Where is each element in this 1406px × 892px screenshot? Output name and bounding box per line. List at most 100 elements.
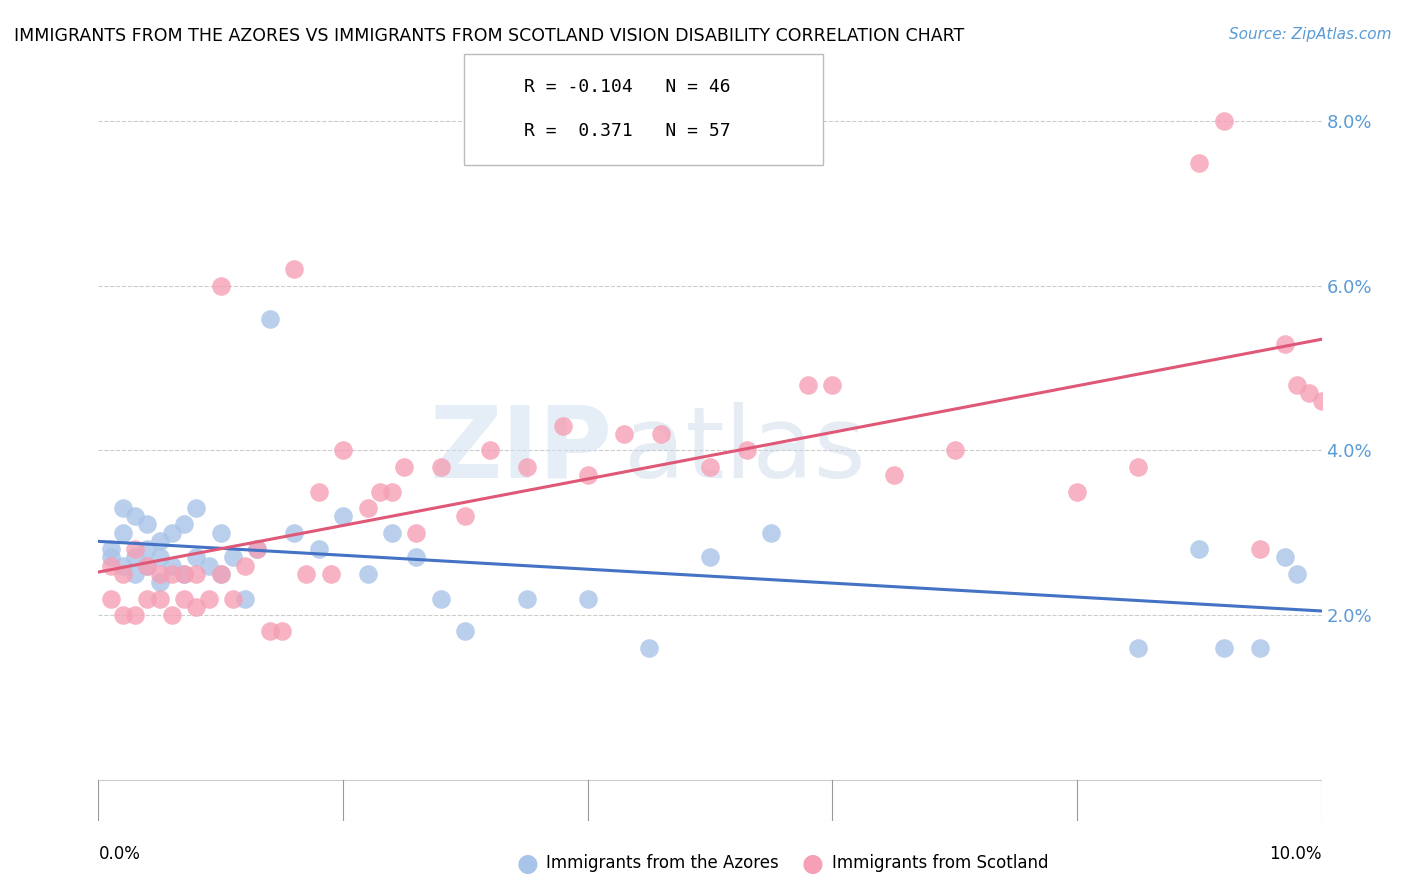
Point [160, 558, 183, 573]
Text: ZIP: ZIP [429, 402, 612, 499]
Point [381, 525, 404, 540]
Point [259, 311, 281, 326]
Point [111, 501, 134, 516]
Point [173, 591, 195, 606]
Point [1298, 385, 1320, 400]
Point [149, 533, 172, 548]
Text: 0.0%: 0.0% [98, 846, 141, 863]
Point [100, 558, 122, 573]
Point [356, 566, 378, 581]
Point [100, 542, 122, 557]
Point [246, 542, 269, 557]
Point [124, 542, 146, 557]
Point [735, 443, 758, 458]
Text: R = -0.104   N = 46: R = -0.104 N = 46 [524, 78, 731, 95]
Text: 10.0%: 10.0% [1270, 846, 1322, 863]
Point [209, 566, 232, 581]
Text: IMMIGRANTS FROM THE AZORES VS IMMIGRANTS FROM SCOTLAND VISION DISABILITY CORRELA: IMMIGRANTS FROM THE AZORES VS IMMIGRANTS… [14, 27, 965, 45]
Point [186, 566, 208, 581]
Text: Source: ZipAtlas.com: Source: ZipAtlas.com [1229, 27, 1392, 42]
Point [332, 443, 354, 458]
Point [576, 468, 599, 483]
Point [454, 624, 477, 639]
Point [124, 550, 146, 565]
Point [173, 566, 195, 581]
Point [319, 566, 342, 581]
Point [222, 591, 245, 606]
Point [699, 459, 721, 474]
Point [405, 550, 427, 565]
Point [699, 550, 721, 565]
Point [1286, 377, 1309, 392]
Point [1274, 550, 1296, 565]
Text: Immigrants from Scotland: Immigrants from Scotland [832, 855, 1049, 872]
Point [173, 517, 195, 532]
Point [553, 418, 575, 433]
Point [454, 509, 477, 524]
Point [1128, 459, 1150, 474]
Point [821, 377, 844, 392]
Point [186, 550, 208, 565]
Point [1188, 542, 1211, 557]
Point [186, 501, 208, 516]
Point [209, 525, 232, 540]
Point [111, 607, 134, 622]
Point [233, 558, 256, 573]
Text: Immigrants from the Azores: Immigrants from the Azores [546, 855, 779, 872]
Point [308, 542, 330, 557]
Point [136, 558, 159, 573]
Point [308, 484, 330, 499]
Point [259, 624, 281, 639]
Point [1249, 640, 1271, 655]
Point [1286, 566, 1309, 581]
Point [943, 443, 966, 458]
Point [392, 459, 416, 474]
Point [160, 607, 183, 622]
Point [430, 459, 453, 474]
Point [209, 566, 232, 581]
Point [136, 558, 159, 573]
Point [356, 501, 378, 516]
Point [516, 459, 538, 474]
Point [478, 443, 501, 458]
Point [186, 599, 208, 614]
Point [637, 640, 661, 655]
Point [759, 525, 782, 540]
Point [136, 517, 159, 532]
Point [1066, 484, 1088, 499]
Text: atlas: atlas [624, 402, 866, 499]
Point [295, 566, 318, 581]
Point [576, 591, 599, 606]
Point [149, 591, 172, 606]
Point [149, 566, 172, 581]
Point [100, 591, 122, 606]
Point [124, 566, 146, 581]
Point [405, 525, 427, 540]
Point [1128, 640, 1150, 655]
Point [246, 542, 269, 557]
Point [1310, 394, 1333, 409]
Point [100, 550, 122, 565]
Point [368, 484, 391, 499]
Point [124, 509, 146, 524]
Point [283, 525, 305, 540]
Point [124, 607, 146, 622]
Point [222, 550, 245, 565]
Point [111, 566, 134, 581]
Point [111, 525, 134, 540]
Point [197, 558, 219, 573]
Point [136, 591, 159, 606]
Text: ●: ● [801, 852, 824, 875]
Point [270, 624, 292, 639]
Point [1249, 542, 1271, 557]
Point [233, 591, 256, 606]
Point [197, 591, 219, 606]
Point [149, 575, 172, 590]
Point [173, 566, 195, 581]
Point [1212, 640, 1234, 655]
Point [1212, 114, 1234, 128]
Text: R =  0.371   N = 57: R = 0.371 N = 57 [524, 122, 731, 140]
Point [209, 279, 232, 293]
Point [111, 558, 134, 573]
Point [613, 427, 636, 442]
